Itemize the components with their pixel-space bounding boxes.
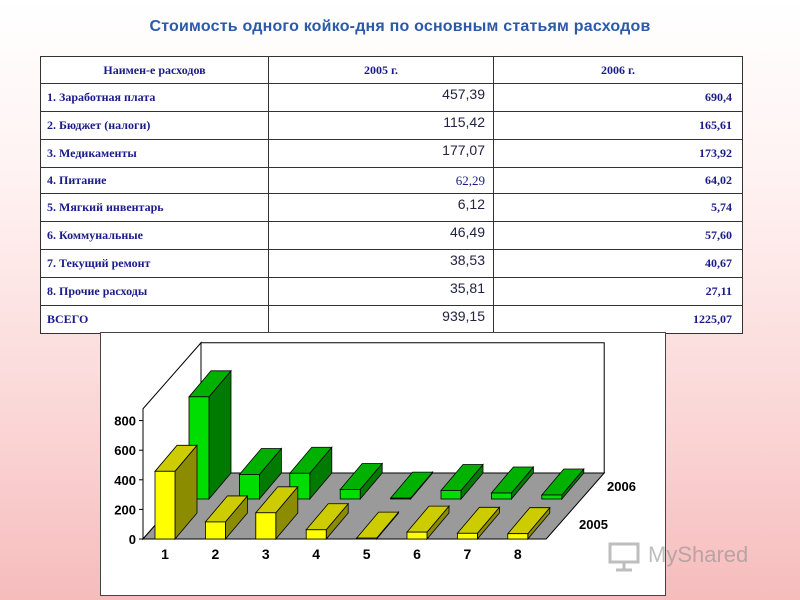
- bar-2005-cat-4: [305, 529, 327, 540]
- bar-2006-cat-2: [238, 474, 260, 500]
- x-tick-label: 7: [464, 546, 472, 562]
- costs-table: Наимен-е расходов 2005 г. 2006 г. 1. Зар…: [40, 56, 743, 334]
- row-name: 1. Заработная плата: [40, 83, 269, 112]
- row-name: 4. Питание: [40, 167, 269, 194]
- table-row: 2. Бюджет (налоги) 115,42 165,61: [40, 111, 743, 140]
- y-tick-label: 200: [114, 502, 136, 517]
- row-name: 6. Коммунальные: [40, 221, 269, 250]
- row-value-2005: 177,07: [268, 139, 494, 168]
- table-row-total: ВСЕГО 939,15 1225,07: [40, 305, 743, 334]
- table-row: 7. Текущий ремонт 38,53 40,67: [40, 249, 743, 278]
- bar-2006-cat-7: [490, 492, 512, 500]
- row-value-2005: 35,81: [268, 277, 494, 306]
- bar-chart-svg: 0 200 400 600 800 1 2 3 4 5 6 7 8 2006 2005: [114, 341, 636, 562]
- bar-2006-cat-4: [339, 489, 361, 500]
- bar-2005-cat-3: [255, 512, 277, 540]
- row-value-2006: 690,4: [493, 83, 743, 112]
- row-value-2005: 62,29: [268, 167, 494, 194]
- series-label-2006: 2006: [607, 479, 636, 494]
- y-tick-label: 400: [114, 473, 136, 488]
- row-value-2005: 6,12: [268, 193, 494, 222]
- row-name: 3. Медикаменты: [40, 139, 269, 168]
- x-tick-label: 2: [212, 546, 220, 562]
- x-tick-label: 8: [514, 546, 522, 562]
- row-value-2005: 38,53: [268, 249, 494, 278]
- row-value-2006: 165,61: [493, 111, 743, 140]
- row-name: 7. Текущий ремонт: [40, 249, 269, 278]
- header-cell-name: Наимен-е расходов: [40, 56, 269, 84]
- row-value-2005: 457,39: [268, 83, 494, 112]
- bar-2006-cat-6: [440, 490, 462, 500]
- table-header-row: Наимен-е расходов 2005 г. 2006 г.: [40, 56, 743, 84]
- x-tick-label: 6: [413, 546, 421, 562]
- row-name: 8. Прочие расходы: [40, 277, 269, 306]
- table-row: 3. Медикаменты 177,07 173,92: [40, 139, 743, 168]
- row-name: 5. Мягкий инвентарь: [40, 193, 269, 222]
- table-row: 4. Питание 62,29 64,02: [40, 167, 743, 194]
- bar-2006-cat-5: [390, 497, 412, 500]
- header-cell-2006: 2006 г.: [493, 56, 743, 84]
- row-value-2006: 173,92: [493, 139, 743, 168]
- row-value-2005: 939,15: [268, 305, 494, 334]
- bar-2005-cat-5: [356, 537, 378, 540]
- header-cell-2005: 2005 г.: [268, 56, 494, 84]
- x-tick-label: 3: [262, 546, 270, 562]
- table-row: 5. Мягкий инвентарь 6,12 5,74: [40, 193, 743, 222]
- row-value-2006: 57,60: [493, 221, 743, 250]
- table-row: 1. Заработная плата 457,39 690,4: [40, 83, 743, 112]
- row-value-2005: 115,42: [268, 111, 494, 140]
- y-tick-label: 600: [114, 443, 136, 458]
- bar-2005-cat-8: [507, 533, 529, 540]
- y-tick-label: 0: [129, 532, 136, 547]
- bar-2005-cat-2: [205, 521, 226, 540]
- bar-chart: 0 200 400 600 800 1 2 3 4 5 6 7 8 2006 2005: [100, 332, 666, 596]
- watermark: MyShared: [606, 538, 796, 572]
- row-name: 2. Бюджет (налоги): [40, 111, 269, 140]
- table-row: 8. Прочие расходы 35,81 27,11: [40, 277, 743, 306]
- x-tick-label: 4: [312, 546, 320, 562]
- bar-2006-cat-8: [541, 494, 563, 500]
- presentation-board-icon: [608, 542, 640, 572]
- series-label-2005: 2005: [579, 517, 608, 532]
- page-title: Стоимость одного койко-дня по основным с…: [149, 18, 651, 35]
- x-tick-label: 1: [161, 546, 169, 562]
- y-tick-label: 800: [114, 414, 136, 429]
- row-name: ВСЕГО: [40, 305, 269, 334]
- row-value-2006: 40,67: [493, 249, 743, 278]
- watermark-text: MyShared: [648, 542, 749, 567]
- bar-2005-cat-7: [456, 532, 478, 540]
- row-value-2005: 46,49: [268, 221, 494, 250]
- x-tick-label: 5: [363, 546, 371, 562]
- row-value-2006: 1225,07: [493, 305, 743, 334]
- row-value-2006: 27,11: [493, 277, 743, 306]
- row-value-2006: 5,74: [493, 193, 743, 222]
- bar-2005-cat-6: [406, 531, 428, 540]
- row-value-2006: 64,02: [493, 167, 743, 194]
- bar-2005-cat-1: [154, 470, 176, 540]
- table-row: 6. Коммунальные 46,49 57,60: [40, 221, 743, 250]
